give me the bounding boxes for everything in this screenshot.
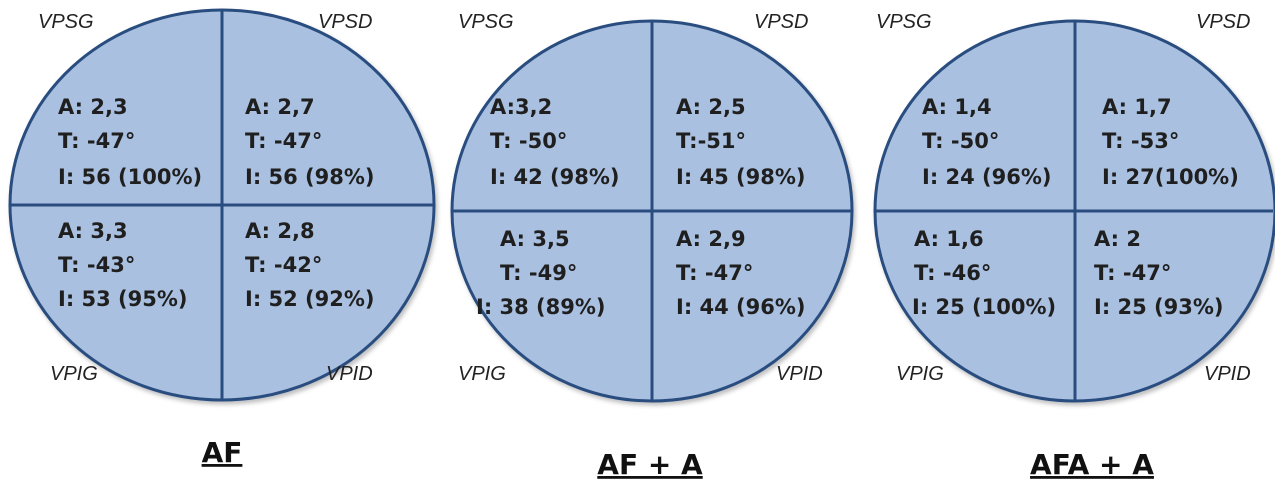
quadrant-tr-amplitude: A: 2,5 bbox=[676, 95, 746, 119]
corner-label-vpsg: VPSG bbox=[876, 11, 932, 33]
quadrant-br-threshold: T: -42° bbox=[245, 253, 322, 277]
quadrant-bl-threshold: T: -43° bbox=[58, 253, 135, 277]
corner-label-vpig: VPIG bbox=[896, 363, 944, 385]
quadrant-bl-amplitude: A: 3,5 bbox=[500, 227, 570, 251]
corner-label-vpsd: VPSD bbox=[754, 11, 808, 33]
quadrant-br-amplitude: A: 2,8 bbox=[245, 219, 315, 243]
diagram-title-afa-a: AFA + A bbox=[1030, 448, 1154, 481]
corner-label-vpsd: VPSD bbox=[318, 11, 372, 33]
quadrant-br-impedance: I: 25 (93%) bbox=[1094, 295, 1224, 319]
quadrant-bl-impedance: I: 25 (100%) bbox=[912, 295, 1056, 319]
quadrant-tl-threshold: T: -47° bbox=[58, 129, 135, 153]
quadrant-bl-impedance: I: 38 (89%) bbox=[476, 295, 606, 319]
quadrant-tr-threshold: T: -53° bbox=[1102, 129, 1179, 153]
corner-label-vpid: VPID bbox=[1204, 363, 1251, 385]
quadrant-tr-impedance: I: 27(100%) bbox=[1102, 165, 1239, 189]
quadrant-tr-impedance: I: 45 (98%) bbox=[676, 165, 806, 189]
quadrant-bl-threshold: T: -46° bbox=[914, 261, 991, 285]
quadrant-br-amplitude: A: 2,9 bbox=[676, 227, 746, 251]
quadrant-tl-impedance: I: 42 (98%) bbox=[490, 165, 620, 189]
quadrant-tr-threshold: T:-51° bbox=[676, 129, 746, 153]
diagram-title-af: AF bbox=[202, 436, 243, 469]
quadrant-tl-impedance: I: 24 (96%) bbox=[922, 165, 1052, 189]
quadrant-tl-amplitude: A: 2,3 bbox=[58, 95, 128, 119]
corner-label-vpig: VPIG bbox=[50, 363, 98, 385]
quadrant-tr-impedance: I: 56 (98%) bbox=[245, 165, 375, 189]
corner-label-vpid: VPID bbox=[326, 363, 373, 385]
quadrant-tl-threshold: T: -50° bbox=[490, 129, 567, 153]
quadrant-tr-amplitude: A: 2,7 bbox=[245, 95, 315, 119]
corner-label-vpsg: VPSG bbox=[458, 11, 514, 33]
quadrant-tl-amplitude: A: 1,4 bbox=[922, 95, 992, 119]
diagram-afa-a: VPSG VPSD VPIG VPID A: 1,4 T: -50° I: 24… bbox=[873, 11, 1275, 481]
quadrant-br-impedance: I: 52 (92%) bbox=[245, 287, 375, 311]
quadrant-br-amplitude: A: 2 bbox=[1094, 227, 1141, 251]
quadrant-tr-amplitude: A: 1,7 bbox=[1102, 95, 1172, 119]
quadrant-tl-threshold: T: -50° bbox=[922, 129, 999, 153]
quadrant-tl-amplitude: A:3,2 bbox=[490, 95, 552, 119]
quadrant-br-threshold: T: -47° bbox=[1094, 261, 1171, 285]
corner-label-vpig: VPIG bbox=[458, 363, 506, 385]
quadrant-br-impedance: I: 44 (96%) bbox=[676, 295, 806, 319]
quadrant-tr-threshold: T: -47° bbox=[245, 129, 322, 153]
diagram-title-af-a: AF + A bbox=[597, 448, 703, 481]
diagram-af: VPSG VPSD VPIG VPID A: 2,3 T: -47° I: 56… bbox=[8, 8, 436, 469]
corner-label-vpsg: VPSG bbox=[38, 11, 94, 33]
quadrant-bl-impedance: I: 53 (95%) bbox=[58, 287, 188, 311]
corner-label-vpsd: VPSD bbox=[1196, 11, 1250, 33]
quadrant-bl-amplitude: A: 1,6 bbox=[914, 227, 984, 251]
corner-label-vpid: VPID bbox=[776, 363, 823, 385]
quadrant-bl-threshold: T: -49° bbox=[500, 261, 577, 285]
diagram-af-a: VPSG VPSD VPIG VPID A:3,2 T: -50° I: 42 … bbox=[450, 11, 854, 481]
quadrant-tl-impedance: I: 56 (100%) bbox=[58, 165, 202, 189]
quadrant-br-threshold: T: -47° bbox=[676, 261, 753, 285]
quadrant-bl-amplitude: A: 3,3 bbox=[58, 219, 128, 243]
